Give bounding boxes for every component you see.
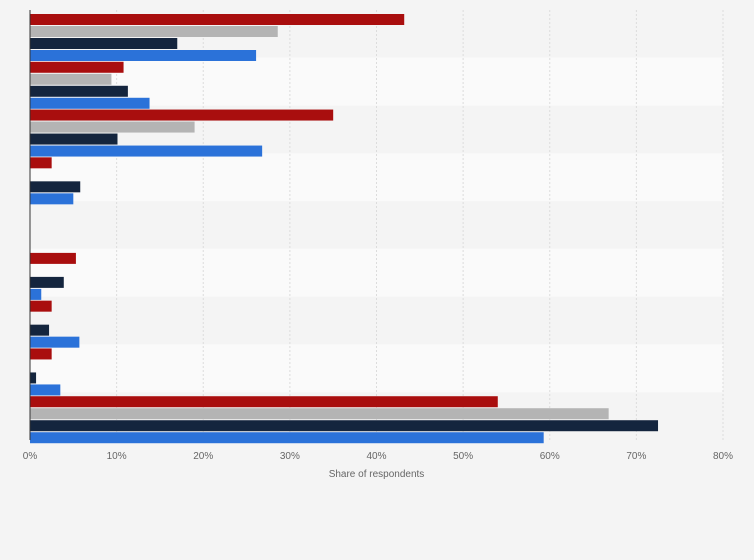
bar (30, 109, 334, 121)
bar (30, 145, 263, 157)
bar (30, 420, 659, 432)
x-tick-label: 70% (626, 451, 646, 462)
bar (30, 181, 81, 193)
x-axis-title: Share of respondents (329, 469, 425, 480)
bar (30, 193, 74, 205)
bar (30, 300, 52, 312)
bar (30, 396, 498, 408)
x-tick-label: 30% (280, 451, 300, 462)
category-band (30, 344, 723, 393)
bar (30, 14, 405, 25)
x-tick-label: 0% (23, 451, 38, 462)
bar (30, 50, 257, 61)
category-band (30, 248, 723, 297)
bar (30, 157, 52, 169)
bar (30, 324, 50, 336)
category-band (30, 57, 723, 106)
bar (30, 432, 544, 444)
bar (30, 38, 178, 49)
bar (30, 252, 76, 264)
x-axis-ticks: 0% 10% 20% 30% 40% 50% 60% 70% 80% (23, 451, 733, 462)
bar (30, 133, 118, 145)
bar (30, 348, 52, 360)
bar (30, 61, 124, 73)
bar (30, 336, 80, 348)
bar (30, 121, 195, 133)
bars (30, 14, 659, 444)
bar (30, 372, 37, 384)
x-tick-label: 50% (453, 451, 473, 462)
x-tick-label: 20% (193, 451, 213, 462)
bar (30, 408, 609, 420)
bar (30, 26, 278, 37)
x-tick-label: 40% (366, 451, 386, 462)
category-band (30, 296, 723, 345)
bar (30, 97, 150, 109)
bar (30, 288, 42, 300)
bar (30, 384, 61, 396)
x-tick-label: 80% (713, 451, 733, 462)
x-tick-label: 60% (540, 451, 560, 462)
bar (30, 276, 64, 288)
bar (30, 73, 112, 85)
x-tick-label: 10% (107, 451, 127, 462)
category-bands (30, 10, 723, 440)
bar (30, 85, 128, 97)
category-band (30, 153, 723, 202)
category-band (30, 201, 723, 249)
